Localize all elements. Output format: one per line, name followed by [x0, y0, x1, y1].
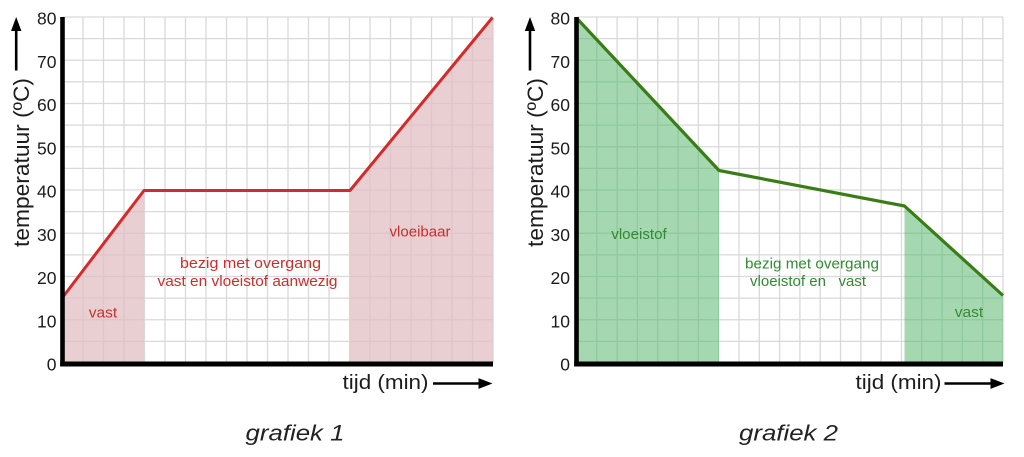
svg-text:bezig met overgang: bezig met overgang — [180, 255, 321, 272]
svg-text:30: 30 — [37, 225, 57, 245]
svg-text:80: 80 — [37, 9, 57, 29]
svg-text:bezig met overgang: bezig met overgang — [745, 256, 879, 273]
svg-text:vast: vast — [955, 304, 984, 321]
svg-text:60: 60 — [551, 95, 571, 115]
svg-text:20: 20 — [37, 268, 57, 288]
svg-text:vast en vloeistof aanwezig: vast en vloeistof aanwezig — [158, 273, 338, 290]
svg-text:10: 10 — [551, 311, 571, 331]
svg-text:tijd (min): tijd (min) — [343, 372, 429, 394]
svg-text:vloeibaar: vloeibaar — [390, 224, 451, 241]
svg-text:50: 50 — [37, 138, 57, 158]
svg-text:40: 40 — [37, 182, 57, 202]
svg-text:0: 0 — [47, 355, 57, 375]
svg-text:tijd (min): tijd (min) — [856, 372, 942, 394]
svg-text:70: 70 — [37, 52, 57, 72]
svg-text:40: 40 — [551, 182, 571, 202]
svg-text:temperatuur (ºC): temperatuur (ºC) — [9, 78, 34, 247]
svg-text:temperatuur (ºC): temperatuur (ºC) — [523, 78, 548, 247]
svg-text:vast: vast — [89, 305, 118, 322]
svg-text:10: 10 — [37, 311, 57, 331]
svg-text:60: 60 — [37, 95, 57, 115]
svg-text:vloeistof: vloeistof — [611, 226, 667, 243]
svg-text:50: 50 — [551, 138, 571, 158]
svg-text:vloeistof en vast: vloeistof en vast — [750, 273, 867, 290]
svg-text:70: 70 — [551, 52, 571, 72]
svg-text:30: 30 — [551, 225, 571, 245]
svg-text:0: 0 — [560, 355, 570, 375]
svg-text:grafiek 1: grafiek 1 — [246, 421, 345, 446]
svg-text:20: 20 — [551, 268, 571, 288]
svg-text:grafiek 2: grafiek 2 — [739, 421, 839, 446]
svg-text:80: 80 — [551, 9, 571, 29]
